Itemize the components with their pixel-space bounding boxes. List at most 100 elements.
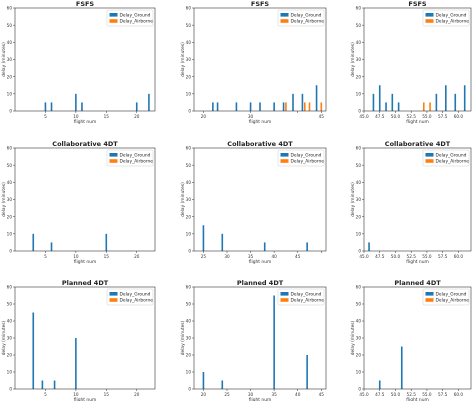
y-tick-label: 60: [186, 285, 192, 290]
legend-swatch: [425, 298, 434, 302]
bar: [75, 93, 77, 111]
y-tick-label: 50: [7, 302, 13, 307]
y-tick-label: 0: [9, 387, 12, 392]
y-tick-label: 50: [186, 23, 192, 28]
x-tick-label: 15: [104, 254, 110, 259]
legend-box: [277, 288, 325, 306]
y-tick-label: 20: [7, 214, 13, 219]
legend-box: [106, 9, 154, 27]
bar: [135, 102, 138, 111]
x-tick-label: 45.0: [359, 392, 369, 397]
y-tick-label: 0: [188, 387, 191, 392]
x-tick-label: 60.0: [454, 392, 464, 397]
bar: [315, 85, 318, 111]
x-tick-label: 55.0: [422, 392, 432, 397]
y-tick-label: 30: [356, 57, 362, 62]
legend-swatch: [425, 292, 434, 296]
x-tick-label: 47.5: [375, 114, 385, 119]
bar: [148, 93, 150, 111]
bar: [41, 380, 44, 389]
x-axis-label: flight num: [74, 397, 97, 401]
x-tick-label: 57.5: [438, 254, 448, 259]
y-tick-label: 40: [186, 180, 192, 185]
x-tick-label: 30: [224, 254, 230, 259]
legend-box: [422, 149, 470, 167]
x-tick-label: 45: [319, 392, 325, 397]
y-tick-label: 40: [356, 180, 362, 185]
y-tick-label: 60: [186, 6, 192, 11]
legend-box: [106, 288, 154, 306]
y-tick-label: 10: [186, 91, 192, 96]
subplot: Planned 4DT 0 10 20 30 40 50 60 5 10 15 20 flight nu…: [1, 279, 156, 401]
bar: [303, 102, 306, 111]
x-axis-label: flight num: [406, 397, 429, 401]
y-tick-label: 30: [356, 336, 362, 341]
subplot-title: Collaborative 4DT: [52, 140, 118, 148]
y-tick-label: 0: [358, 387, 361, 392]
subplot-title: FSFS: [408, 0, 427, 8]
legend-swatch: [109, 292, 118, 296]
y-tick-label: 10: [7, 370, 13, 375]
y-tick-label: 0: [358, 249, 361, 254]
x-tick-label: 60.0: [454, 114, 464, 119]
x-tick-label: 20: [134, 392, 140, 397]
y-tick-label: 40: [356, 40, 362, 45]
bar: [105, 233, 108, 251]
y-tick-label: 20: [356, 214, 362, 219]
y-tick-label: 0: [358, 109, 361, 114]
bar: [463, 85, 466, 111]
bar: [378, 85, 381, 111]
subplot: Planned 4DT 0 10 20 30 40 50 60 20 25 30 35 40 45 flig…: [180, 279, 327, 401]
y-tick-label: 20: [356, 353, 362, 358]
legend-swatch: [109, 19, 118, 23]
legend-label: Delay_Ground: [436, 291, 467, 297]
x-tick-label: 10: [73, 114, 79, 119]
legend-swatch: [280, 298, 289, 302]
subplot: Collaborative 4DT 0 10 20 30 40 50 60 45.0 47.5 50…: [350, 140, 472, 265]
y-tick-label: 60: [356, 146, 362, 151]
legend-swatch: [280, 13, 289, 17]
y-tick-label: 30: [356, 197, 362, 202]
bar: [454, 93, 457, 111]
bar: [385, 102, 387, 111]
x-axis-label: flight num: [406, 259, 429, 265]
x-tick-label: 57.5: [438, 114, 448, 119]
bar: [445, 85, 447, 111]
bar: [81, 102, 83, 111]
bar: [50, 242, 53, 251]
x-tick-label: 55.0: [422, 254, 432, 259]
bar: [53, 380, 56, 389]
legend-label: Delay_Ground: [120, 291, 151, 297]
y-axis-label: delay (minutes): [180, 182, 186, 217]
y-tick-label: 10: [186, 231, 192, 236]
x-tick-label: 45.0: [359, 114, 369, 119]
x-tick-label: 47.5: [375, 392, 385, 397]
x-tick-label: 10: [73, 392, 79, 397]
y-tick-label: 60: [7, 285, 13, 290]
subplot-title: Collaborative 4DT: [227, 140, 293, 148]
y-tick-label: 20: [186, 214, 192, 219]
bar: [259, 102, 261, 111]
bar: [273, 102, 275, 111]
y-tick-label: 20: [186, 353, 192, 358]
y-tick-label: 30: [7, 197, 13, 202]
bar: [308, 102, 311, 111]
y-tick-label: 30: [7, 336, 13, 341]
y-tick-label: 30: [7, 57, 13, 62]
bar: [306, 355, 308, 389]
bar: [378, 380, 381, 389]
y-tick-label: 30: [186, 336, 192, 341]
bar: [273, 295, 275, 389]
y-axis-label: delay (minutes): [1, 182, 7, 217]
y-tick-label: 60: [186, 146, 192, 151]
y-tick-label: 30: [186, 197, 192, 202]
legend-swatch: [109, 159, 118, 163]
y-tick-label: 40: [186, 40, 192, 45]
y-tick-label: 50: [356, 23, 362, 28]
bar: [32, 233, 35, 251]
bar: [44, 102, 47, 111]
subplot-title: Planned 4DT: [62, 279, 109, 287]
